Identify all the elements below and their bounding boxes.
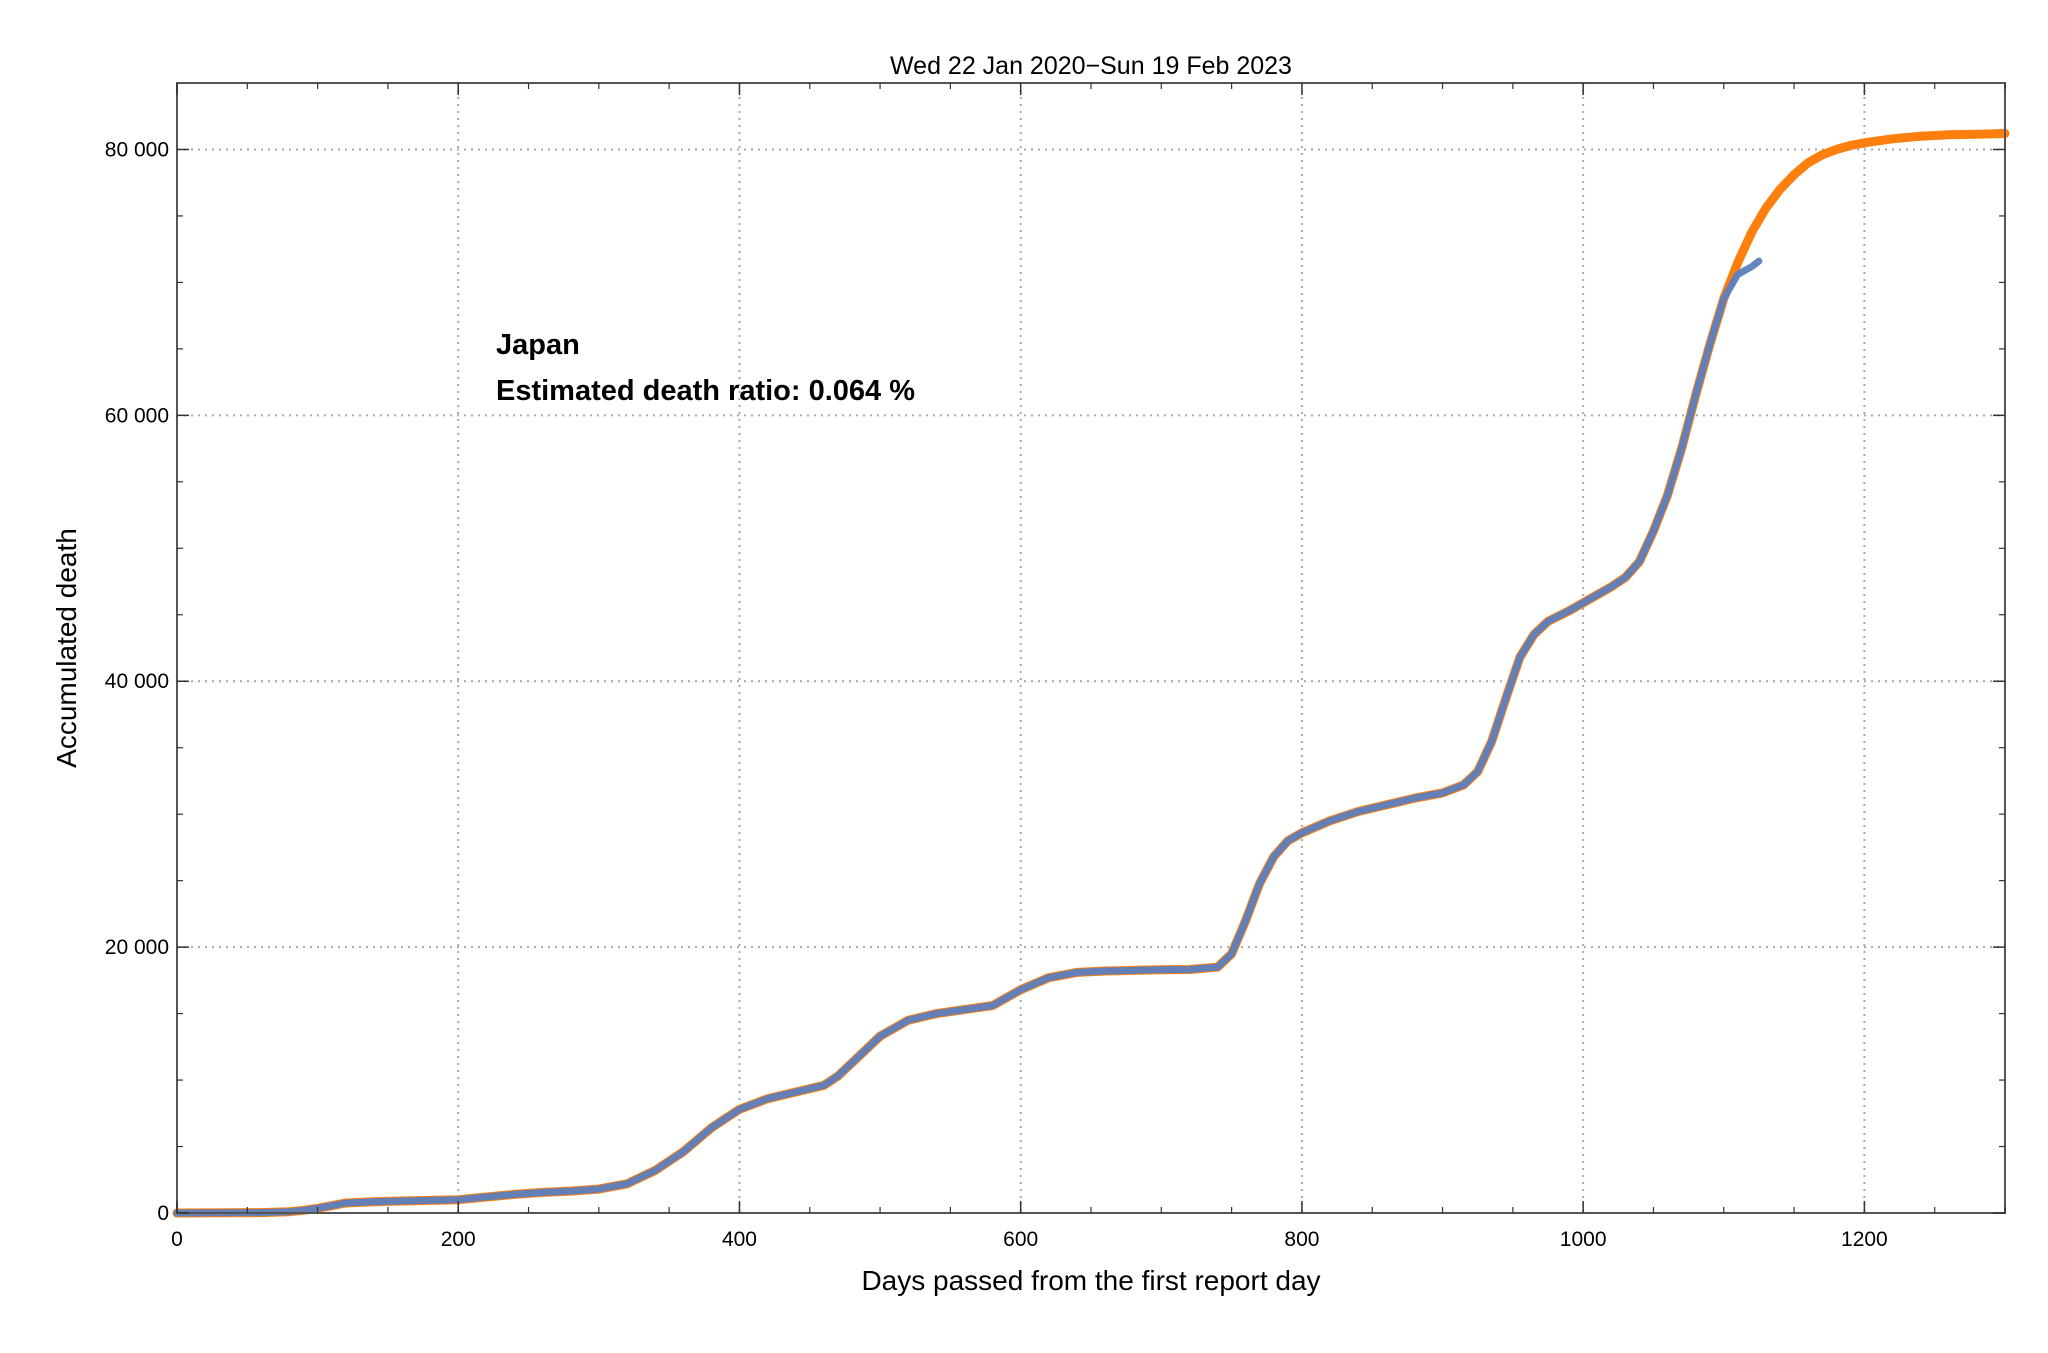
annotation-country: Japan: [496, 329, 580, 361]
fit-curve-line: [172, 129, 2010, 1218]
y-tick-label: 40 000: [105, 670, 169, 693]
y-tick-label: 80 000: [105, 138, 169, 161]
grid-layer: [177, 83, 2005, 1213]
observed-data-line: [173, 257, 1763, 1217]
x-tick-label: 600: [1003, 1228, 1038, 1251]
tick-layer: 0 200 400 600 800 1000 1200 0 20 000 40 000 60 000…: [105, 83, 2006, 1251]
y-tick-label: 0: [157, 1202, 169, 1225]
y-tick-label: 60 000: [105, 404, 169, 427]
y-tick-label: 20 000: [105, 936, 169, 959]
x-tick-label: 1000: [1560, 1228, 1607, 1251]
series-layer: [172, 129, 2010, 1218]
annotation-death-ratio: Estimated death ratio: 0.064 %: [496, 375, 915, 407]
x-tick-label: 1200: [1841, 1228, 1888, 1251]
y-axis-title: Accumulated death: [51, 528, 82, 768]
plot-frame: [176, 82, 2006, 1214]
x-axis-title: Days passed from the first report day: [861, 1265, 1320, 1296]
x-tick-label: 400: [722, 1228, 757, 1251]
x-tick-label: 800: [1284, 1228, 1319, 1251]
chart-title: Wed 22 Jan 2020−Sun 19 Feb 2023: [890, 52, 1292, 80]
x-tick-label: 200: [441, 1228, 476, 1251]
x-tick-label: 0: [171, 1228, 183, 1251]
